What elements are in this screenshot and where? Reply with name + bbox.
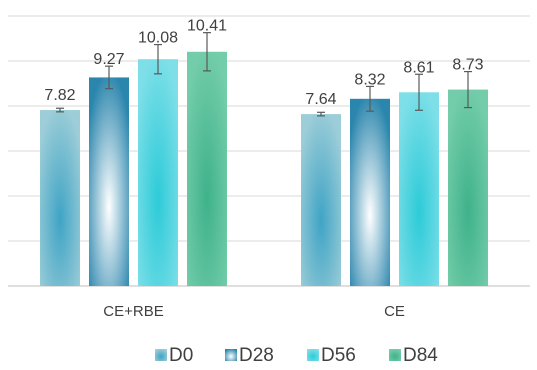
bar-d56-0 [138, 59, 178, 287]
legend-item-d56: D56 [307, 345, 356, 366]
error-bar [415, 73, 423, 111]
legend: D0 D28 D56 D84 [155, 345, 438, 366]
bar-d56-1 [399, 92, 439, 287]
bar-d84-0 [187, 51, 227, 287]
bar-d84-1 [448, 89, 488, 286]
data-label: 10.41 [187, 18, 227, 35]
error-bar [203, 32, 211, 72]
error-bar [464, 70, 472, 109]
legend-label: D84 [403, 345, 438, 366]
data-label: 7.82 [44, 87, 75, 104]
bars [40, 32, 488, 287]
data-label: 8.61 [403, 59, 434, 76]
error-bar [105, 65, 113, 90]
legend-swatch [225, 349, 237, 361]
bar-d0-1 [301, 114, 341, 286]
data-label: 8.32 [354, 71, 385, 88]
bar-d28-0 [89, 77, 129, 286]
error-bar [154, 43, 162, 75]
legend-swatch [389, 349, 401, 361]
legend-label: D0 [169, 345, 193, 366]
legend-label: D28 [239, 345, 274, 366]
data-label: 9.27 [93, 51, 124, 68]
legend-swatch [307, 349, 319, 361]
category-label: CE+RBE [103, 303, 163, 320]
error-bar [56, 107, 64, 113]
category-label: CE [384, 303, 405, 320]
error-bar [366, 85, 374, 112]
data-label: 10.08 [138, 30, 178, 47]
bar-d0-0 [40, 110, 80, 286]
legend-label: D56 [321, 345, 356, 366]
error-bar [317, 111, 325, 117]
data-labels: 7.82 9.27 10.08 10.41 7.64 8.32 8.61 8.73 [44, 18, 483, 108]
data-label: 7.64 [305, 91, 336, 108]
legend-item-d28: D28 [225, 345, 274, 366]
bar-d28-1 [350, 98, 390, 286]
data-label: 8.73 [452, 57, 483, 74]
category-labels: CE+RBE CE [103, 303, 405, 320]
legend-item-d0: D0 [155, 345, 193, 366]
legend-swatch [155, 349, 167, 361]
legend-item-d84: D84 [389, 345, 438, 366]
